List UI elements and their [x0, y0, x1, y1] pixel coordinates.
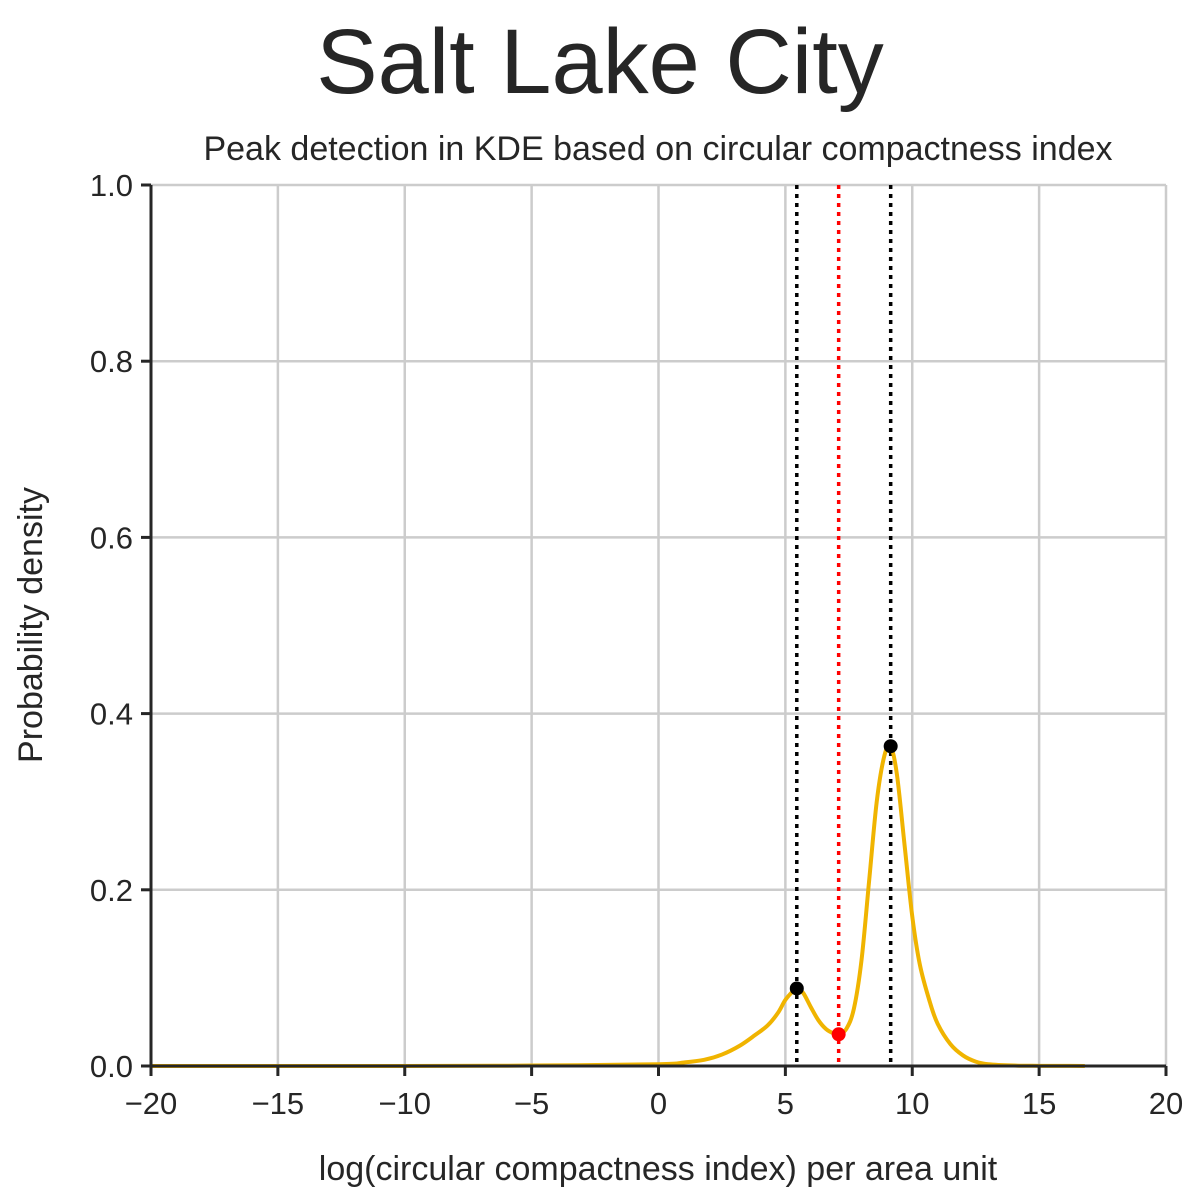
- series-layer: [150, 743, 1085, 1069]
- y-tick-label: 0.6: [90, 520, 133, 555]
- peak-markers-layer: [789, 739, 898, 1042]
- x-tick-label: −10: [378, 1086, 431, 1121]
- y-axis-label: Probability density: [12, 487, 50, 763]
- y-tick-label: 1.0: [90, 168, 133, 203]
- chart-title: Peak detection in KDE based on circular …: [203, 130, 1112, 168]
- y-tick-label: 0.2: [90, 873, 133, 908]
- y-tick-layer: 0.0 0.2 0.4 0.6 0.8 1.0: [90, 168, 151, 1084]
- x-tick-label: 0: [650, 1086, 667, 1121]
- y-tick-label: 0.8: [90, 344, 133, 379]
- x-axis-label: log(circular compactness index) per area…: [319, 1150, 998, 1188]
- y-tick-label: 0.0: [90, 1049, 133, 1084]
- x-tick-label: −20: [125, 1086, 178, 1121]
- x-tick-label: 10: [895, 1086, 929, 1121]
- y-tick-label: 0.4: [90, 697, 133, 732]
- x-tick-label: −5: [514, 1086, 549, 1121]
- chart-suptitle: Salt Lake City: [316, 11, 884, 113]
- x-tick-label: 5: [777, 1086, 794, 1121]
- x-tick-layer: −20 −15 −10 −5 0 5 10 15 20: [125, 1066, 1183, 1121]
- kde-curve: [150, 743, 1085, 1069]
- peak-marker: [789, 981, 804, 996]
- peak-marker: [883, 739, 898, 754]
- x-tick-label: 15: [1022, 1086, 1056, 1121]
- grid-layer: [149, 183, 1168, 1068]
- peak-marker: [831, 1027, 846, 1042]
- peak-lines-layer: [795, 185, 893, 1066]
- x-tick-label: −15: [252, 1086, 305, 1121]
- x-tick-label: 20: [1149, 1086, 1183, 1121]
